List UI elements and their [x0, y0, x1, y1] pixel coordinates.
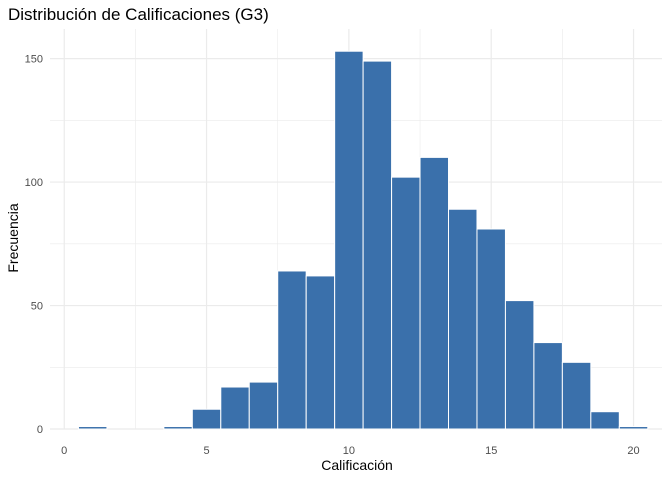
y-tick-label: 50 — [31, 301, 43, 313]
histogram-bar — [590, 411, 620, 430]
histogram-bar — [163, 426, 193, 430]
histogram-bar — [248, 381, 279, 430]
histogram-bar — [362, 60, 393, 430]
x-tick-label: 5 — [203, 445, 209, 457]
histogram-bar — [191, 408, 222, 430]
histogram-bar — [448, 208, 478, 430]
y-tick-labels: 0 50 100 150 — [25, 54, 43, 436]
chart-title: Distribución de Calificaciones (G3) — [8, 5, 269, 24]
histogram-bar — [277, 270, 307, 430]
histogram-bar — [504, 300, 535, 430]
histogram-bar — [391, 176, 421, 430]
x-tick-labels: 0 5 10 15 20 — [61, 445, 639, 457]
histogram-bar — [77, 426, 108, 430]
histogram-bar — [305, 275, 336, 430]
x-tick-label: 0 — [61, 445, 67, 457]
x-tick-label: 20 — [627, 445, 639, 457]
histogram-bar — [476, 228, 506, 430]
histogram-bar — [533, 342, 563, 430]
histogram-bar — [419, 156, 450, 430]
y-tick-label: 0 — [37, 424, 43, 436]
bars-group — [77, 50, 649, 430]
y-tick-label: 150 — [25, 54, 43, 66]
x-tick-label: 15 — [485, 445, 497, 457]
histogram-bar — [561, 361, 592, 430]
x-tick-label: 10 — [343, 445, 355, 457]
histogram-bar — [618, 426, 649, 430]
histogram-bar — [334, 50, 364, 430]
histogram-bar — [220, 386, 250, 430]
x-axis-title: Calificación — [321, 457, 393, 473]
y-axis-title: Frecuencia — [5, 203, 21, 272]
y-tick-label: 100 — [25, 177, 43, 189]
